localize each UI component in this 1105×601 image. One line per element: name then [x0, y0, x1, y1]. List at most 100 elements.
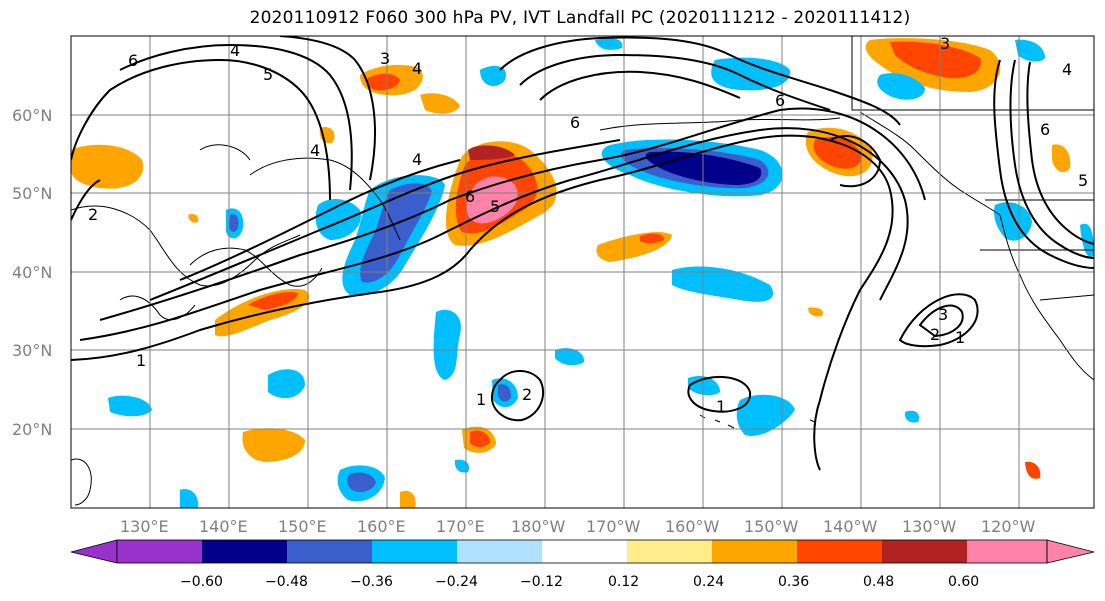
colorbar-segment: [967, 540, 1047, 563]
anomaly-negative: [433, 309, 461, 380]
anomaly-negative: [108, 395, 152, 417]
anomaly-negative-strong: [229, 214, 239, 232]
contour-label: 5: [263, 65, 273, 84]
longitude-labels: 130°E 140°E 150°E 160°E 170°E 180°W 170°…: [120, 517, 1036, 536]
colorbar-segment: [542, 540, 627, 563]
lon-label: 160°E: [357, 517, 406, 536]
anomaly-positive: [808, 307, 824, 317]
anomaly-positive-strong: [890, 41, 981, 79]
anomaly-negative: [480, 65, 506, 86]
anomaly-negative-strong: [347, 472, 376, 492]
anomaly-positive-strong: [366, 73, 400, 91]
colorbar-segment: [372, 540, 457, 563]
colorbar-tick-label: −0.36: [350, 574, 393, 590]
contour-label: 2: [522, 385, 532, 404]
anomaly-negative: [268, 369, 305, 399]
lon-label: 170°E: [436, 517, 485, 536]
lon-label: 170°W: [586, 517, 641, 536]
lat-label-60n: 60°N: [12, 106, 52, 125]
colorbar-tick-label: −0.12: [520, 574, 563, 590]
contour-label: 4: [310, 141, 320, 160]
contour-label: 6: [465, 187, 475, 206]
contour-label: 6: [570, 113, 580, 132]
anomaly-positive-strong: [640, 233, 664, 244]
anomaly-negative: [595, 38, 623, 50]
lat-label-20n: 20°N: [12, 420, 52, 439]
contour-label-group: 6 5 4 3 4 4 6 6 4 2 1 6 5 3 4 6 5 3 2 1 …: [88, 34, 1088, 416]
anomaly-positive-strong: [470, 430, 490, 448]
contour-label: 6: [1040, 120, 1050, 139]
anomaly-positive: [400, 490, 416, 508]
contour-label: 4: [1062, 60, 1072, 79]
colorbar-segment: [117, 540, 202, 563]
colorbar-tick-label: −0.48: [265, 574, 308, 590]
colorbar-extend-high: [1046, 539, 1095, 564]
colorbar-segment: [627, 540, 712, 563]
anomaly-positive-strong: [248, 292, 298, 310]
lat-label-40n: 40°N: [12, 263, 52, 282]
anomaly-negative: [180, 489, 199, 508]
lon-label: 150°E: [278, 517, 327, 536]
colorbar-tick-label: 0.24: [693, 574, 724, 590]
colorbar-segment: [882, 540, 967, 563]
shading-layer: [71, 38, 1094, 508]
anomaly-negative-strong: [498, 384, 512, 402]
anomaly-positive-max: [466, 176, 518, 224]
lon-label: 130°W: [902, 517, 957, 536]
contour-label: 6: [775, 91, 785, 110]
anomaly-negative: [555, 348, 585, 366]
anomaly-positive-darkred: [468, 145, 515, 160]
colorbar-tick-label: 0.12: [608, 574, 639, 590]
anomaly-negative: [1080, 223, 1094, 257]
colorbar-segment: [457, 540, 542, 563]
lon-label: 140°E: [199, 517, 248, 536]
anomaly-negative: [711, 57, 791, 91]
lon-label: 180°W: [511, 517, 566, 536]
colorbar-frame: [116, 539, 1048, 564]
anomaly-negative: [1015, 39, 1045, 62]
contour-label: 2: [88, 205, 98, 224]
colorbar-segment: [202, 540, 287, 563]
contour-label: 1: [476, 390, 486, 409]
contour-label: 1: [716, 397, 726, 416]
lat-label-30n: 30°N: [12, 341, 52, 360]
anomaly-positive: [242, 428, 305, 462]
lon-label: 160°W: [665, 517, 720, 536]
colorbar-tick-label: 0.60: [948, 574, 979, 590]
colorbar: −0.60 −0.48 −0.36 −0.24 −0.12 0.12 0.24 …: [70, 539, 1095, 590]
pv-contours: [71, 36, 1094, 471]
colorbar-segment: [712, 540, 797, 563]
colorbar-tick-label: −0.60: [180, 574, 223, 590]
colorbar-segment: [287, 540, 372, 563]
anomaly-negative: [904, 410, 920, 423]
colorbar-extend-low: [70, 539, 118, 564]
anomaly-positive: [71, 144, 144, 189]
colorbar-tick-label: 0.36: [778, 574, 809, 590]
anomaly-negative: [877, 73, 925, 100]
colorbar-segment: [797, 540, 882, 563]
anomaly-positive: [1025, 461, 1041, 479]
anomaly-positive-strong: [813, 136, 862, 169]
anomaly-negative: [672, 266, 774, 302]
contour-label: 3: [940, 34, 950, 53]
anomaly-negative: [736, 394, 795, 436]
contour-label: 3: [380, 49, 390, 68]
contour-label: 1: [955, 328, 965, 347]
lon-label: 120°W: [981, 517, 1036, 536]
contour-label: 4: [412, 59, 422, 78]
contour-label: 2: [930, 325, 940, 344]
anomaly-positive: [420, 93, 460, 114]
colorbar-tick-label: 0.48: [863, 574, 894, 590]
lon-label: 130°E: [120, 517, 169, 536]
contour-label: 6: [128, 51, 138, 70]
lon-label: 150°W: [744, 517, 799, 536]
contour-label: 4: [412, 150, 422, 169]
contour-label: 5: [490, 197, 500, 216]
anomaly-positive: [1052, 144, 1071, 173]
map-frame: [70, 35, 1095, 509]
anomaly-negative: [315, 198, 361, 240]
latitude-labels: 60°N 50°N 40°N 30°N 20°N: [12, 106, 52, 439]
map-title: 2020110912 F060 300 hPa PV, IVT Landfall…: [249, 8, 911, 28]
contour-label: 5: [1078, 171, 1088, 190]
